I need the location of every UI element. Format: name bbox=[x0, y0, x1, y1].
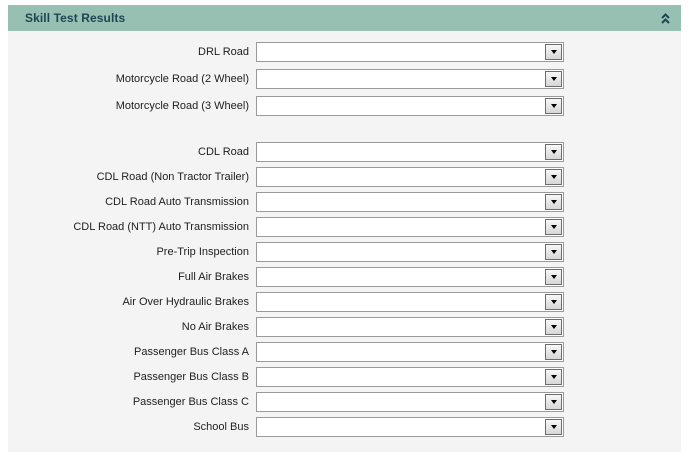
caret-down-icon bbox=[550, 50, 557, 54]
field-label: School Bus bbox=[193, 421, 249, 433]
dropdown-arrow-button[interactable] bbox=[545, 194, 562, 210]
caret-down-icon bbox=[550, 325, 557, 329]
dropdown-arrow-button[interactable] bbox=[545, 269, 562, 285]
field-label: DRL Road bbox=[198, 46, 249, 58]
dropdown-arrow-button[interactable] bbox=[545, 369, 562, 385]
field-combobox[interactable] bbox=[256, 96, 564, 116]
field-row: Motorcycle Road (2 Wheel) bbox=[8, 69, 681, 89]
combobox-input[interactable] bbox=[258, 144, 544, 160]
dropdown-arrow-button[interactable] bbox=[545, 71, 562, 87]
field-row: CDL Road (Non Tractor Trailer) bbox=[8, 167, 681, 187]
field-combobox[interactable] bbox=[256, 417, 564, 437]
field-label: CDL Road bbox=[198, 146, 249, 158]
dropdown-arrow-button[interactable] bbox=[545, 98, 562, 114]
field-row: CDL Road bbox=[8, 142, 681, 162]
caret-down-icon bbox=[550, 200, 557, 204]
field-label: Motorcycle Road (2 Wheel) bbox=[115, 73, 249, 85]
caret-down-icon bbox=[550, 350, 557, 354]
field-row: Air Over Hydraulic Brakes bbox=[8, 292, 681, 312]
field-combobox[interactable] bbox=[256, 242, 564, 262]
field-combobox[interactable] bbox=[256, 217, 564, 237]
field-label: Passenger Bus Class C bbox=[132, 396, 249, 408]
caret-down-icon bbox=[550, 225, 557, 229]
dropdown-arrow-button[interactable] bbox=[545, 169, 562, 185]
field-combobox[interactable] bbox=[256, 392, 564, 412]
fields-list: DRL Road Motorcycle Road (2 Wheel) Motor… bbox=[8, 42, 681, 437]
combobox-input[interactable] bbox=[258, 71, 544, 87]
combobox-input[interactable] bbox=[258, 269, 544, 285]
caret-down-icon bbox=[550, 175, 557, 179]
field-combobox[interactable] bbox=[256, 42, 564, 62]
combobox-input[interactable] bbox=[258, 44, 544, 60]
panel-header: Skill Test Results bbox=[8, 5, 681, 31]
combobox-input[interactable] bbox=[258, 294, 544, 310]
combobox-input[interactable] bbox=[258, 194, 544, 210]
caret-down-icon bbox=[550, 400, 557, 404]
field-row: Passenger Bus Class B bbox=[8, 367, 681, 387]
field-label: Pre-Trip Inspection bbox=[156, 246, 249, 258]
dropdown-arrow-button[interactable] bbox=[545, 394, 562, 410]
combobox-input[interactable] bbox=[258, 344, 544, 360]
field-label: CDL Road (Non Tractor Trailer) bbox=[96, 171, 249, 183]
field-label: Motorcycle Road (3 Wheel) bbox=[115, 100, 249, 112]
caret-down-icon bbox=[550, 375, 557, 379]
field-label: CDL Road (NTT) Auto Transmission bbox=[73, 221, 249, 233]
field-label: Full Air Brakes bbox=[178, 271, 249, 283]
field-combobox[interactable] bbox=[256, 192, 564, 212]
caret-down-icon bbox=[550, 150, 557, 154]
field-row: Passenger Bus Class C bbox=[8, 392, 681, 412]
caret-down-icon bbox=[550, 300, 557, 304]
field-label: Passenger Bus Class B bbox=[133, 371, 249, 383]
field-combobox[interactable] bbox=[256, 142, 564, 162]
field-row: CDL Road Auto Transmission bbox=[8, 192, 681, 212]
combobox-input[interactable] bbox=[258, 394, 544, 410]
field-combobox[interactable] bbox=[256, 367, 564, 387]
field-row: Full Air Brakes bbox=[8, 267, 681, 287]
field-row: CDL Road (NTT) Auto Transmission bbox=[8, 217, 681, 237]
dropdown-arrow-button[interactable] bbox=[545, 44, 562, 60]
field-combobox[interactable] bbox=[256, 167, 564, 187]
skill-test-results-panel: Skill Test Results DRL Road Motorcycle R… bbox=[8, 5, 681, 452]
field-row: No Air Brakes bbox=[8, 317, 681, 337]
collapse-button[interactable] bbox=[660, 12, 671, 25]
dropdown-arrow-button[interactable] bbox=[545, 244, 562, 260]
field-combobox[interactable] bbox=[256, 342, 564, 362]
dropdown-arrow-button[interactable] bbox=[545, 319, 562, 335]
caret-down-icon bbox=[550, 104, 557, 108]
field-label: Air Over Hydraulic Brakes bbox=[122, 296, 249, 308]
field-row: DRL Road bbox=[8, 42, 681, 62]
field-combobox[interactable] bbox=[256, 69, 564, 89]
dropdown-arrow-button[interactable] bbox=[545, 144, 562, 160]
combobox-input[interactable] bbox=[258, 319, 544, 335]
caret-down-icon bbox=[550, 250, 557, 254]
field-row: Pre-Trip Inspection bbox=[8, 242, 681, 262]
field-row: School Bus bbox=[8, 417, 681, 437]
field-combobox[interactable] bbox=[256, 292, 564, 312]
field-combobox[interactable] bbox=[256, 267, 564, 287]
caret-down-icon bbox=[550, 425, 557, 429]
combobox-input[interactable] bbox=[258, 419, 544, 435]
field-label: CDL Road Auto Transmission bbox=[105, 196, 249, 208]
caret-down-icon bbox=[550, 77, 557, 81]
combobox-input[interactable] bbox=[258, 169, 544, 185]
field-label: Passenger Bus Class A bbox=[134, 346, 249, 358]
combobox-input[interactable] bbox=[258, 219, 544, 235]
dropdown-arrow-button[interactable] bbox=[545, 419, 562, 435]
combobox-input[interactable] bbox=[258, 98, 544, 114]
field-row: Passenger Bus Class A bbox=[8, 342, 681, 362]
combobox-input[interactable] bbox=[258, 244, 544, 260]
dropdown-arrow-button[interactable] bbox=[545, 219, 562, 235]
panel-body: DRL Road Motorcycle Road (2 Wheel) Motor… bbox=[8, 31, 681, 452]
chevron-double-up-icon bbox=[661, 12, 670, 24]
field-row: Motorcycle Road (3 Wheel) bbox=[8, 96, 681, 116]
combobox-input[interactable] bbox=[258, 369, 544, 385]
dropdown-arrow-button[interactable] bbox=[545, 344, 562, 360]
field-label: No Air Brakes bbox=[181, 321, 249, 333]
field-combobox[interactable] bbox=[256, 317, 564, 337]
caret-down-icon bbox=[550, 275, 557, 279]
panel-title: Skill Test Results bbox=[25, 11, 126, 25]
dropdown-arrow-button[interactable] bbox=[545, 294, 562, 310]
